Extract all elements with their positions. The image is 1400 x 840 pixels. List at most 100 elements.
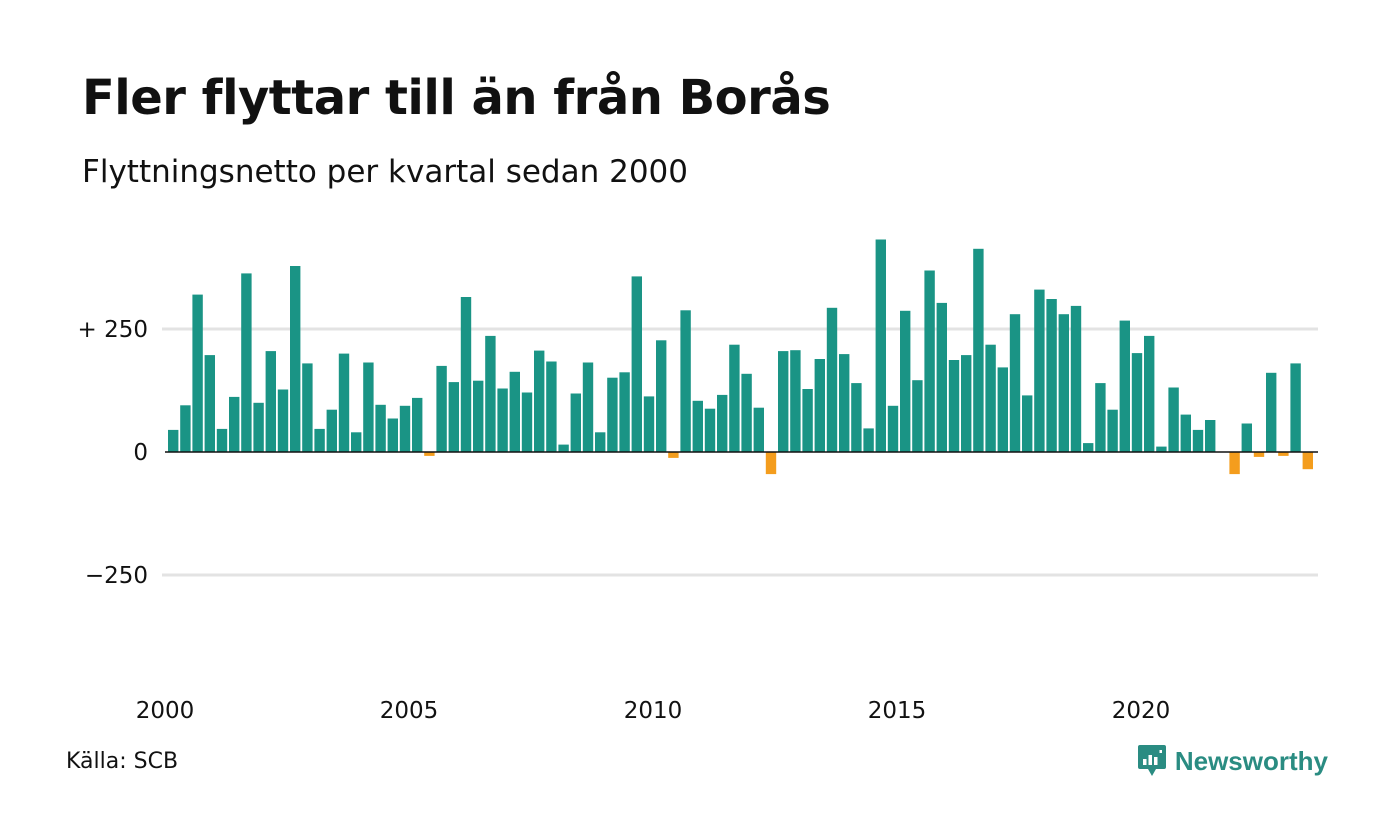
x-axis-labels: 2000 2005 2010 2015 2020 bbox=[136, 698, 1171, 724]
bar bbox=[180, 405, 191, 452]
bar bbox=[290, 266, 301, 452]
bar bbox=[1058, 314, 1069, 452]
bar bbox=[619, 372, 630, 452]
bar bbox=[1241, 423, 1252, 452]
bar bbox=[1266, 372, 1277, 452]
bar bbox=[790, 350, 801, 452]
bar bbox=[631, 276, 642, 452]
bar bbox=[1022, 395, 1033, 452]
bar bbox=[1070, 305, 1082, 452]
bar bbox=[741, 373, 752, 452]
bar bbox=[692, 400, 703, 452]
bar bbox=[1278, 452, 1289, 456]
bar bbox=[424, 452, 435, 456]
bar bbox=[229, 396, 240, 452]
bar bbox=[1009, 314, 1021, 452]
bar bbox=[1034, 289, 1045, 452]
newsworthy-chart-icon bbox=[1137, 745, 1166, 776]
bar bbox=[448, 382, 459, 452]
bar bbox=[485, 335, 496, 452]
bar bbox=[558, 444, 569, 452]
bar bbox=[778, 351, 789, 452]
y-tick-label: −250 bbox=[85, 563, 148, 589]
bars bbox=[168, 239, 1313, 475]
bar bbox=[985, 344, 996, 452]
bar bbox=[363, 362, 374, 452]
bar bbox=[375, 404, 386, 452]
bar bbox=[570, 393, 581, 452]
bar bbox=[1083, 443, 1094, 452]
bar bbox=[1168, 387, 1179, 452]
bar bbox=[412, 397, 423, 452]
bar bbox=[765, 452, 777, 475]
bar bbox=[668, 452, 679, 458]
chart-title: Fler flyttar till än från Borås bbox=[82, 70, 831, 126]
bar bbox=[314, 428, 325, 452]
bar bbox=[1131, 353, 1143, 452]
bar bbox=[680, 310, 691, 452]
bar bbox=[302, 363, 313, 452]
bar bbox=[497, 388, 508, 452]
y-tick-label: 0 bbox=[133, 440, 148, 466]
bar bbox=[460, 297, 472, 452]
bar bbox=[1302, 452, 1313, 470]
bar bbox=[1192, 429, 1204, 452]
y-tick-label: + 250 bbox=[78, 317, 148, 343]
brand-logo: Newsworthy bbox=[1137, 744, 1328, 778]
bar bbox=[753, 407, 764, 452]
bar bbox=[473, 380, 484, 452]
bar bbox=[534, 350, 545, 452]
bar bbox=[936, 302, 947, 452]
bar bbox=[1205, 420, 1216, 452]
bar bbox=[265, 351, 276, 452]
bar bbox=[1229, 452, 1240, 475]
bar bbox=[948, 360, 960, 452]
bar bbox=[1107, 409, 1118, 452]
chart-subtitle: Flyttningsnetto per kvartal sedan 2000 bbox=[82, 154, 688, 190]
bar bbox=[607, 377, 618, 452]
bar bbox=[253, 402, 264, 452]
bar bbox=[1253, 452, 1265, 457]
bar bbox=[656, 340, 667, 452]
bar bbox=[802, 389, 813, 452]
x-tick-label: 2010 bbox=[624, 698, 683, 724]
bar bbox=[1119, 320, 1130, 452]
bar bbox=[546, 361, 557, 452]
bar bbox=[717, 394, 728, 452]
bar bbox=[704, 408, 716, 452]
bar bbox=[1156, 446, 1167, 452]
bar bbox=[863, 428, 874, 452]
bar bbox=[1290, 363, 1301, 452]
bar bbox=[851, 383, 862, 452]
bar bbox=[204, 355, 215, 452]
source-note: Källa: SCB bbox=[66, 749, 179, 774]
bar bbox=[924, 270, 935, 452]
bar bbox=[192, 294, 203, 452]
bar bbox=[887, 405, 899, 452]
x-tick-label: 2015 bbox=[868, 698, 927, 724]
x-tick-label: 2000 bbox=[136, 698, 195, 724]
bar bbox=[595, 432, 606, 452]
bar bbox=[509, 371, 520, 452]
bar bbox=[387, 418, 398, 452]
bar bbox=[216, 428, 228, 452]
bar bbox=[1046, 299, 1057, 452]
x-tick-label: 2020 bbox=[1112, 698, 1171, 724]
brand-name: Newsworthy bbox=[1174, 745, 1328, 776]
bar bbox=[277, 389, 289, 452]
x-tick-label: 2005 bbox=[380, 698, 439, 724]
bar bbox=[643, 396, 655, 452]
bar bbox=[839, 354, 850, 452]
bar bbox=[912, 380, 923, 452]
bar bbox=[900, 310, 911, 452]
bar bbox=[351, 432, 362, 452]
bar bbox=[1180, 414, 1191, 452]
bar bbox=[973, 248, 984, 452]
bar bbox=[1095, 383, 1106, 452]
bar bbox=[168, 429, 179, 452]
bar bbox=[729, 344, 740, 452]
bar bbox=[875, 239, 886, 452]
bar bbox=[338, 353, 350, 452]
bar bbox=[436, 365, 447, 452]
